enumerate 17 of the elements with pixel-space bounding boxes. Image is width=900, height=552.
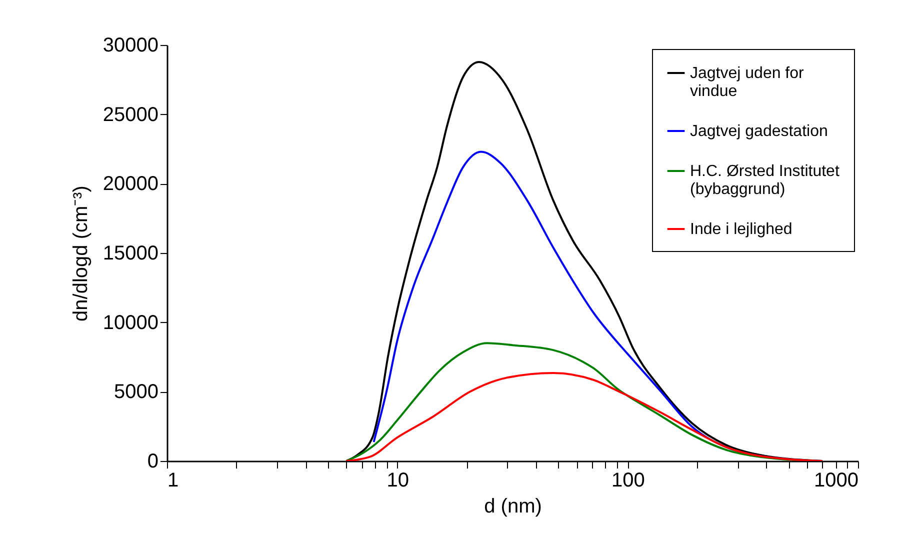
legend-label: Jagtvej gadestation [690,123,828,140]
legend-label: Inde i lejlighed [690,221,792,238]
y-tick-label: 15000 [102,242,158,264]
x-tick-label: 10 [386,470,409,492]
x-axis-title: d (nm) [484,496,542,518]
y-tick-label: 25000 [102,104,158,126]
y-tick-label: 10000 [102,312,158,334]
x-tick-label: 1 [168,470,179,492]
x-tick-label: 1000 [814,470,858,492]
y-tick-label: 20000 [102,173,158,196]
y-tick-label: 0 [147,450,158,472]
y-axis-title: dn/dlogd (cm⁻³) [70,186,92,322]
y-tick-label: 30000 [102,34,158,56]
legend-label: Jagtvej uden for vindue [690,65,805,100]
x-tick-label: 100 [611,470,645,492]
y-tick-label: 5000 [114,381,158,404]
legend-label: H.C. Ørsted Institutet (bybaggrund) [690,163,840,198]
